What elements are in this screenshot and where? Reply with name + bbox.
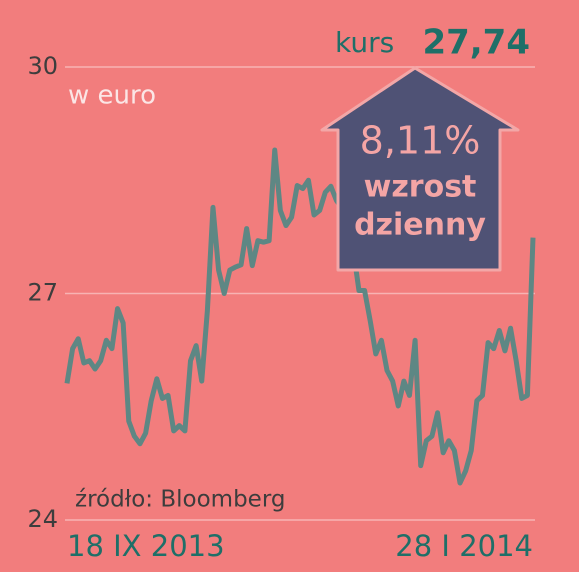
- y-tick-label: 24: [27, 505, 58, 533]
- callout-shape: [320, 66, 520, 272]
- y-tick-label: 27: [27, 279, 58, 307]
- price-label: kurs: [335, 26, 394, 59]
- price-line: [64, 147, 536, 486]
- x-tick-label: 28 I 2014: [395, 529, 533, 563]
- y-tick-label: 30: [27, 52, 58, 80]
- callout: 8,11% wzrost dzienny: [320, 66, 520, 272]
- source: źródło: Bloomberg: [75, 487, 285, 513]
- x-tick-label: 18 IX 2013: [67, 529, 225, 563]
- callout-value: 8,11%: [360, 119, 481, 163]
- plot: 24 27 30 18 IX 2013 28 I 2014: [27, 52, 536, 563]
- callout-line: dzienny: [354, 208, 486, 243]
- y-axis-label: w euro: [68, 81, 156, 111]
- callout-line: wzrost: [364, 170, 477, 205]
- price: 27,74: [422, 23, 530, 63]
